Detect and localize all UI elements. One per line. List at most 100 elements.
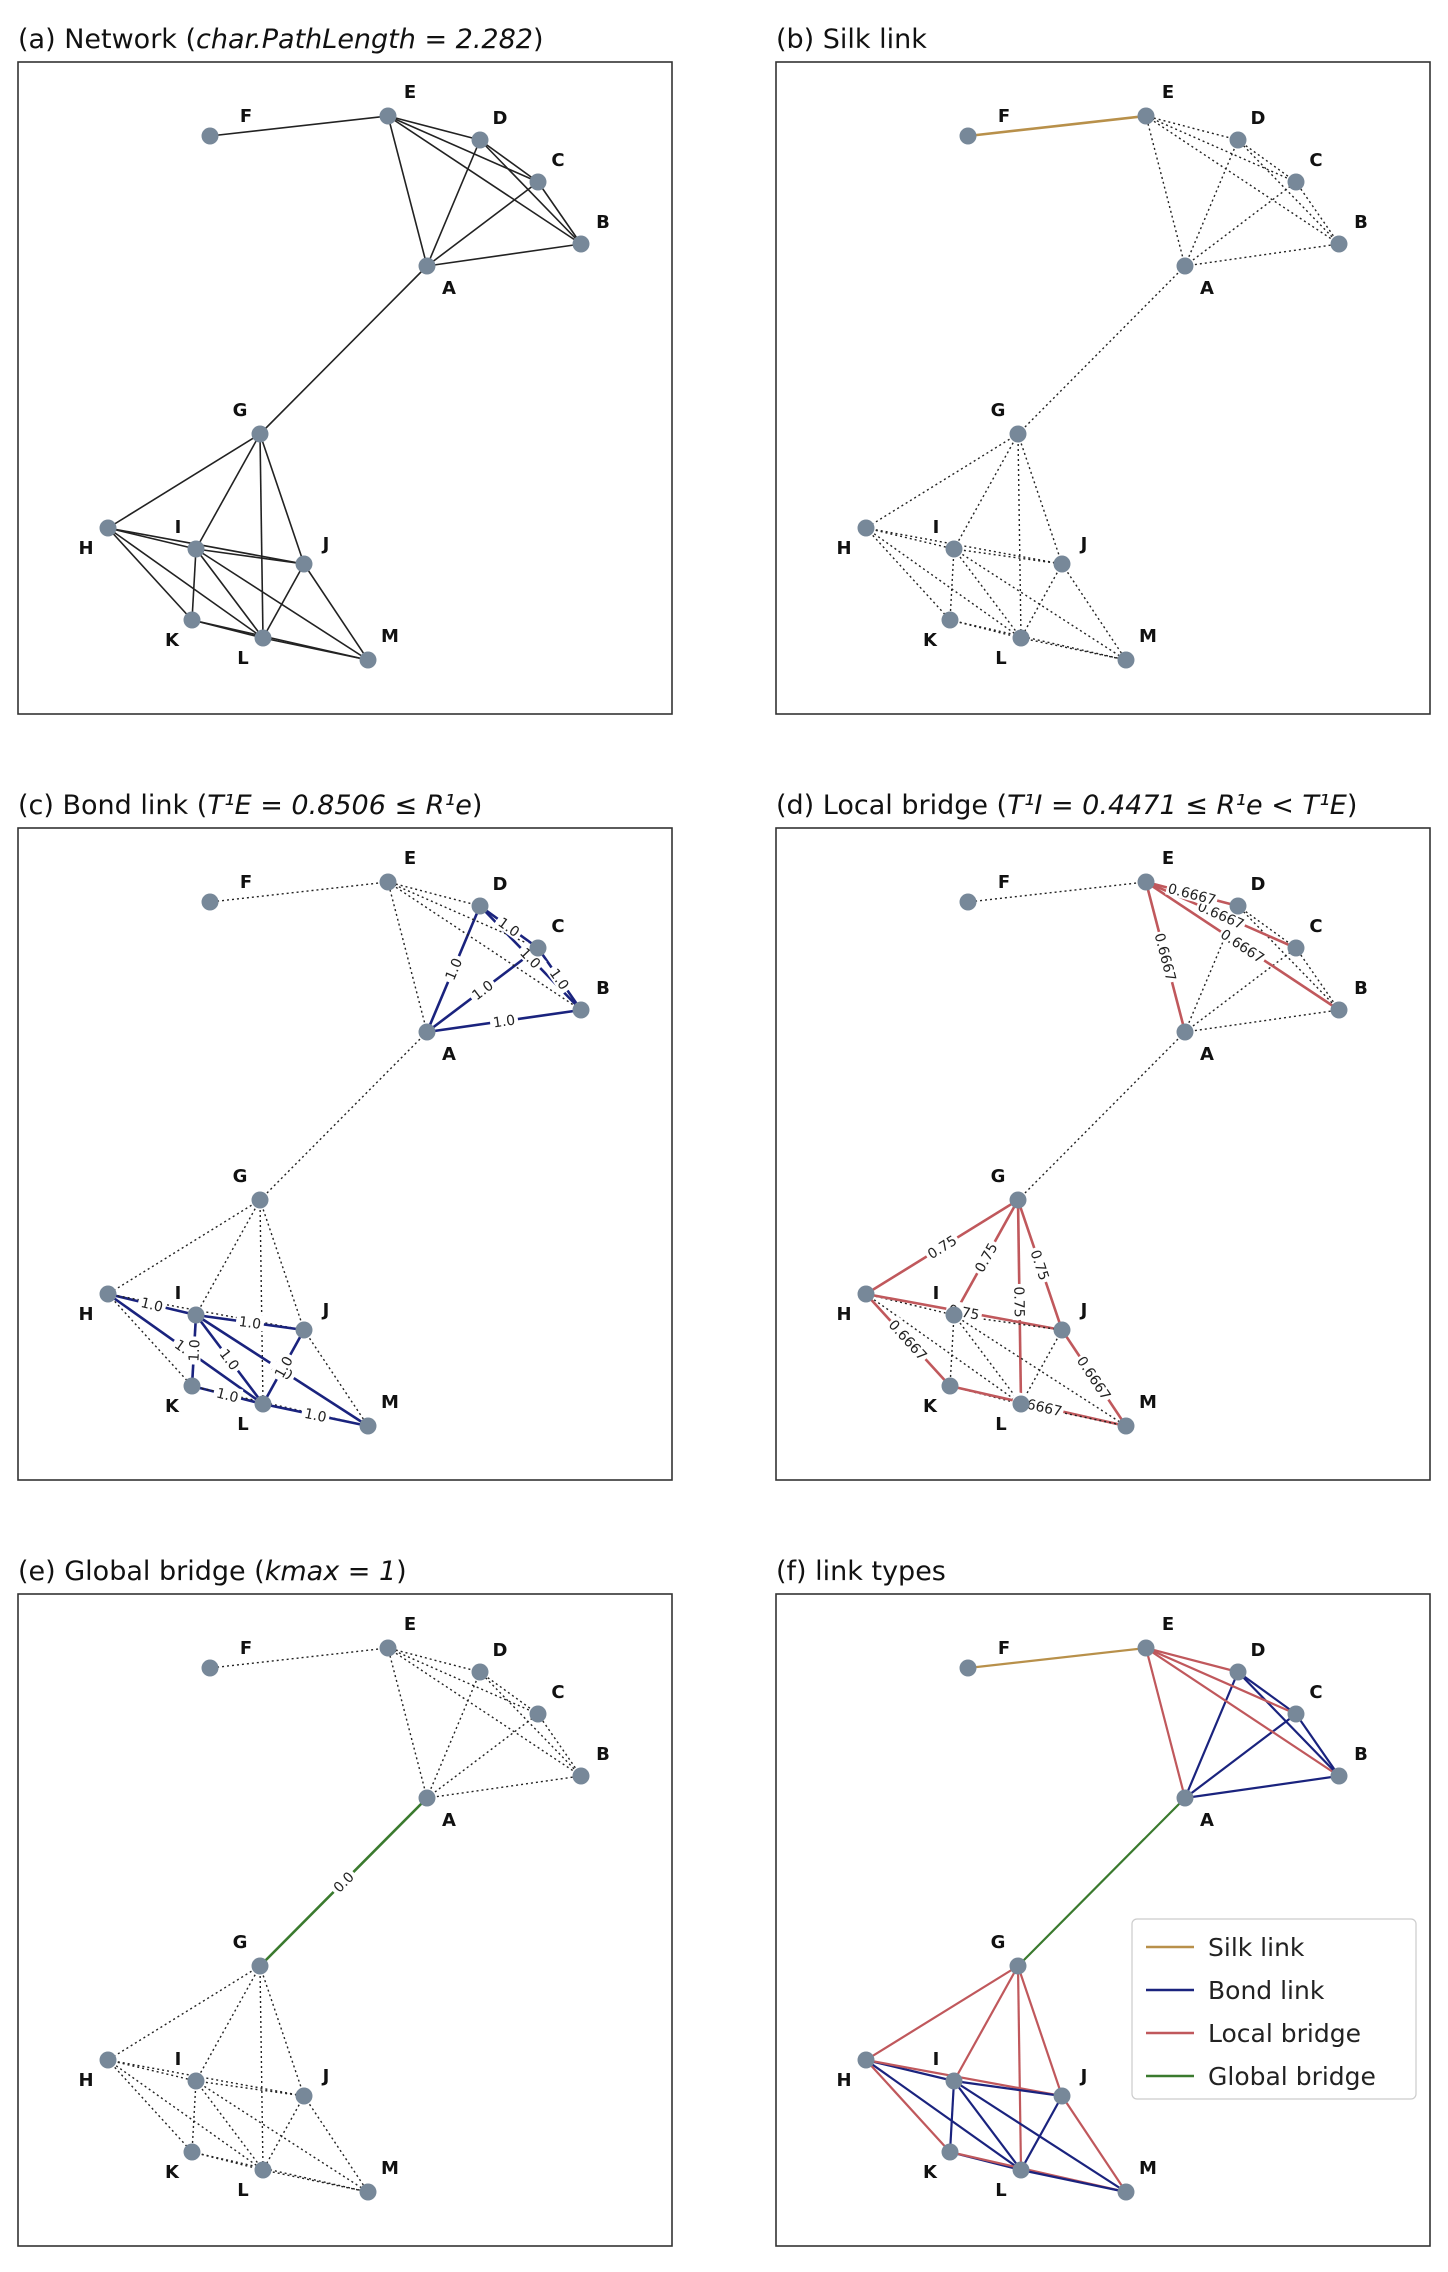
node-E xyxy=(379,107,397,125)
node-label-A: A xyxy=(442,1810,456,1831)
node-label-K: K xyxy=(165,1396,180,1417)
node-K xyxy=(941,1377,959,1395)
node-label-J: J xyxy=(1079,534,1088,555)
edge-C-E xyxy=(1145,115,1297,183)
edge-I-L xyxy=(953,2080,1022,2171)
edge-C-D xyxy=(1237,139,1297,183)
node-I xyxy=(187,540,205,558)
node-label-B: B xyxy=(1354,1744,1368,1765)
svg-text:1.0: 1.0 xyxy=(303,1406,328,1426)
edge-label-L-M: 1.0 xyxy=(300,1403,332,1426)
node-H xyxy=(99,519,117,537)
node-label-A: A xyxy=(442,1044,456,1065)
node-label-A: A xyxy=(1200,1810,1214,1831)
node-H xyxy=(857,1285,875,1303)
edge-A-C xyxy=(1184,947,1297,1033)
edge-G-H xyxy=(865,1965,1019,2061)
panel-a: (a) Network (char.PathLength = 2.282) A B C… xyxy=(17,24,673,715)
edge-I-L xyxy=(195,2080,264,2171)
node-J xyxy=(1053,555,1071,573)
node-K xyxy=(941,611,959,629)
edge-L-M xyxy=(1020,637,1127,661)
edge-label-A-C: 1.0 xyxy=(465,974,498,1005)
node-G xyxy=(251,425,269,443)
edge-H-K xyxy=(107,2059,193,2153)
svg-text:0.75: 0.75 xyxy=(1026,1248,1051,1283)
edge-G-H xyxy=(107,1965,261,2061)
edge-A-D xyxy=(1183,1671,1240,1799)
edge-C-E xyxy=(1145,1646,1297,1716)
panel-title-text: (d) Local bridge ( xyxy=(776,790,1007,821)
edge-A-D xyxy=(1184,139,1239,267)
edge-I-L xyxy=(953,548,1022,639)
edge-H-K xyxy=(107,1293,193,1387)
edge-E-F xyxy=(967,114,1147,138)
edge-I-M xyxy=(195,2080,369,2193)
edge-J-M xyxy=(303,2095,369,2193)
node-label-C: C xyxy=(551,1682,564,1703)
edge-H-J xyxy=(107,2059,305,2097)
node-label-I: I xyxy=(933,517,940,538)
panel-title-text: (a) Network ( xyxy=(18,24,196,55)
node-label-D: D xyxy=(493,108,508,129)
panel-title-text: (f) link types xyxy=(776,1556,946,1587)
node-label-D: D xyxy=(1251,1640,1266,1661)
panel-title-math: char.PathLength = 2.282 xyxy=(196,24,533,55)
edge-B-C xyxy=(1295,1713,1340,1777)
edges xyxy=(107,115,582,661)
node-J xyxy=(295,555,313,573)
edge-A-G xyxy=(259,265,428,435)
edge-G-H xyxy=(107,1199,261,1295)
edge-C-E xyxy=(387,1647,539,1715)
node-G xyxy=(1009,1191,1027,1209)
edge-A-D xyxy=(426,1671,481,1799)
edge-A-B xyxy=(1184,243,1340,267)
edge-I-M xyxy=(953,548,1127,661)
edge-J-L xyxy=(1020,563,1063,639)
panel-title-close: ) xyxy=(472,790,483,821)
node-label-H: H xyxy=(836,1304,851,1325)
edge-B-C xyxy=(537,1713,582,1777)
edge-G-L xyxy=(1016,1965,1023,2171)
node-I xyxy=(945,1306,963,1324)
edge-label-G-H: 0.75 xyxy=(921,1229,961,1263)
panel-title-math: T¹I = 0.4471 ≤ R¹e < T¹E xyxy=(1007,790,1347,821)
node-label-F: F xyxy=(998,872,1010,893)
edge-G-J xyxy=(1016,1965,1064,2097)
svg-text:1.0: 1.0 xyxy=(492,1012,516,1031)
edge-C-D xyxy=(1237,905,1297,949)
node-label-I: I xyxy=(175,2049,182,2070)
legend-label-silk: Silk link xyxy=(1208,1933,1305,1962)
edge-D-E xyxy=(387,1647,481,1673)
edge-A-G xyxy=(1017,1797,1186,1967)
node-label-L: L xyxy=(995,648,1006,669)
node-M xyxy=(359,651,377,669)
node-H xyxy=(857,2051,875,2069)
panel-title-d: (d) Local bridge (T¹I = 0.4471 ≤ R¹e < T… xyxy=(776,790,1357,821)
edge-G-I xyxy=(195,1965,261,2082)
node-J xyxy=(295,1321,313,1339)
node-label-A: A xyxy=(442,278,456,299)
panel-f: (f) link types A B C D E F G H I J K L M Silk link Bond… xyxy=(775,1556,1431,2247)
svg-text:1.0: 1.0 xyxy=(443,956,466,983)
node-label-M: M xyxy=(1139,626,1157,647)
node-C xyxy=(1287,173,1305,191)
edge-A-E xyxy=(387,115,428,267)
edge-A-E xyxy=(387,881,428,1033)
edge-J-L xyxy=(262,563,305,639)
node-label-K: K xyxy=(165,2162,180,2183)
panel-title-math: kmax = 1 xyxy=(265,1556,396,1587)
node-label-J: J xyxy=(1079,2066,1088,2087)
edge-I-J xyxy=(195,2080,305,2097)
edge-I-K xyxy=(949,1314,955,1387)
node-A xyxy=(418,1023,436,1041)
edge-H-J xyxy=(107,527,305,565)
panel-c: (c) Bond link (T¹E = 0.8506 ≤ R¹e)1.01.0… xyxy=(17,790,673,1481)
node-C xyxy=(529,1705,547,1723)
edge-J-M xyxy=(303,1329,369,1427)
node-D xyxy=(1229,1663,1247,1681)
edge-G-I xyxy=(195,1199,261,1316)
edge-I-J xyxy=(953,1314,1063,1331)
node-label-K: K xyxy=(923,1396,938,1417)
